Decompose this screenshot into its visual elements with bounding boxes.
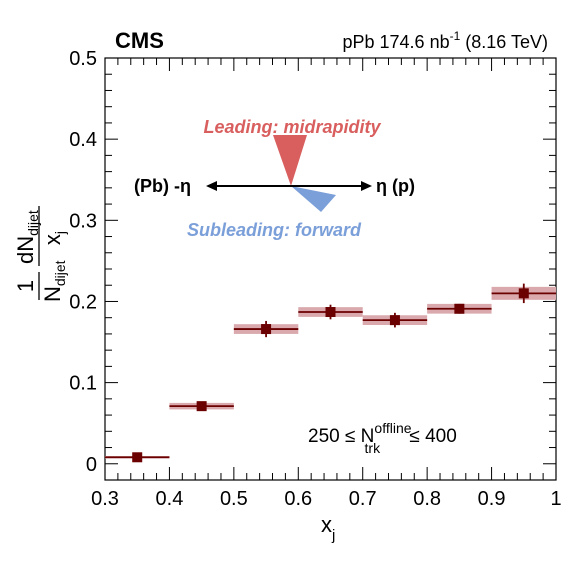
data-markers	[132, 288, 529, 463]
leading-label: Leading: midrapidity	[203, 117, 381, 137]
y-axis-title: 1 Ndijet dNdijet xj	[13, 206, 68, 302]
y-tick-label-4: 0.4	[69, 129, 97, 151]
data-point-5	[454, 303, 465, 314]
plus-eta-label: η (p)	[376, 176, 415, 196]
data-point-2	[261, 324, 272, 335]
x-tick-label-3: 0.6	[284, 488, 312, 510]
data-point-4	[389, 315, 400, 326]
x-tick-label-0: 0.3	[91, 488, 119, 510]
leading-jet-cone	[273, 135, 307, 186]
x-axis-title: xj	[321, 512, 335, 544]
y-title-one: 1	[13, 280, 38, 292]
y-tick-label-5: 0.5	[69, 48, 97, 70]
data-point-6	[518, 288, 529, 299]
y-tick-label-2: 0.2	[69, 291, 97, 313]
y-tick-label-0: 0	[86, 454, 97, 476]
experiment-label: CMS	[115, 28, 164, 53]
data-point-1	[196, 401, 207, 412]
y-title-N: Ndijet	[40, 260, 68, 302]
luminosity-label: pPb 174.6 nb-1 (8.16 TeV)	[343, 29, 549, 52]
x-tick-label-7: 1	[550, 488, 561, 510]
x-tick-label-4: 0.7	[349, 488, 377, 510]
data-point-0	[132, 452, 143, 463]
axis-ticks	[104, 57, 557, 481]
left-arrow-head	[206, 181, 217, 191]
x-tick-label-6: 0.9	[478, 488, 506, 510]
y-tick-label-3: 0.3	[69, 210, 97, 232]
y-title-dx: xj	[40, 231, 68, 245]
x-tick-label-5: 0.8	[413, 488, 441, 510]
right-arrow-head	[361, 181, 372, 191]
data-point-3	[325, 307, 336, 318]
minus-eta-label: (Pb) -η	[134, 176, 191, 196]
subleading-jet-cone	[291, 186, 336, 212]
subleading-label: Subleading: forward	[187, 220, 362, 240]
y-title-dN: dNdijet	[13, 210, 41, 264]
x-tick-label-2: 0.5	[220, 488, 248, 510]
selection-label: 250 ≤ Noffline trk ≤ 400	[308, 420, 457, 456]
x-tick-label-1: 0.4	[156, 488, 184, 510]
tick-labels: 0.3 0.4 0.5 0.6 0.7 0.8 0.9 1 0 0.1 0.2 0.3 0.4 0.5	[69, 48, 561, 510]
y-tick-label-1: 0.1	[69, 373, 97, 395]
